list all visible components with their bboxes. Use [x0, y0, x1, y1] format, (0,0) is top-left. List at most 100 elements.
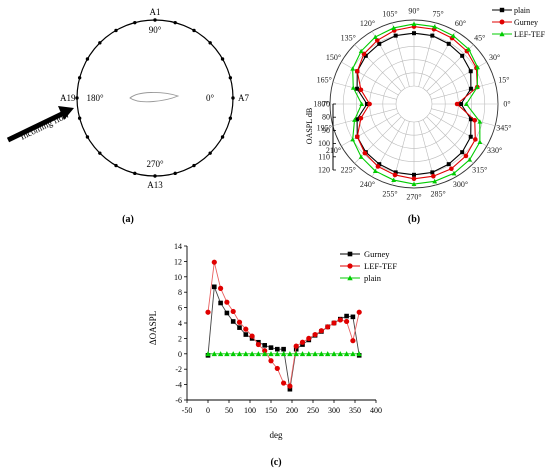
caption-b: (b): [408, 214, 420, 225]
data-point: [287, 383, 293, 389]
polar-data-point: [468, 134, 473, 139]
data-point: [293, 346, 299, 352]
polar-data-point: [355, 86, 360, 91]
angle-tick-label: 315°: [472, 165, 487, 174]
measurement-point: [228, 76, 233, 80]
polar-data-point: [466, 46, 472, 52]
angle-tick-label: 45°: [474, 34, 485, 43]
radial-tick-label: 100: [318, 139, 330, 148]
legend-marker-icon: [347, 251, 353, 257]
panel-a-diagram: Incoming flow A1 90° A7 0° 270° A13 A19 …: [6, 7, 249, 225]
data-point: [224, 351, 230, 357]
polar-data-point: [411, 176, 417, 182]
line-chart-series: [205, 259, 362, 392]
data-point: [318, 351, 325, 357]
measurement-point: [114, 163, 118, 168]
data-point: [262, 348, 268, 354]
measurement-point: [77, 76, 82, 80]
measurement-point: [133, 20, 137, 25]
angle-tick-label: 135°: [341, 34, 356, 43]
polar-data-point: [350, 137, 356, 142]
x-tick-label: 0: [206, 406, 210, 415]
data-point: [331, 351, 337, 357]
legend-marker-icon: [347, 275, 353, 281]
data-point: [331, 320, 337, 326]
data-point: [293, 343, 299, 349]
measurement-point: [153, 174, 157, 178]
angle-tick-label: 60°: [455, 19, 466, 28]
polar-spoke: [354, 116, 402, 164]
legend-label: Gurney: [364, 249, 390, 259]
polar-data-point: [372, 168, 378, 174]
data-point: [249, 333, 255, 339]
data-point: [274, 351, 280, 357]
radial-axis: 70 80 90 100 110 120: [318, 100, 336, 175]
polar-data-point: [358, 48, 364, 54]
angle-tick-label: 270°: [406, 193, 421, 202]
data-point: [325, 324, 331, 330]
legend-label: plain: [514, 6, 530, 15]
flow-arrow-head-icon: [58, 106, 74, 120]
polar-data-point: [450, 33, 456, 38]
data-point: [217, 351, 224, 357]
angle-tick-label: 165°: [317, 75, 332, 84]
radial-tick-label: 70: [322, 100, 330, 109]
polar-data-point: [468, 86, 473, 91]
polar-data-point: [459, 102, 464, 106]
data-point: [243, 351, 249, 357]
polar-data-point: [363, 53, 368, 58]
polar-data-point: [430, 33, 435, 38]
line-chart-axes: -50 0 50 100 150 200 250 300 350 400 -6 -4 -2 0 2 4 6 8 10…: [174, 242, 382, 415]
angle-tick-label: 225°: [341, 165, 356, 174]
polar-data-point: [393, 33, 398, 38]
label-a7: A7: [238, 93, 249, 103]
caption-c: (c): [270, 457, 281, 468]
data-point: [337, 317, 343, 323]
angle-tick-label: 330°: [487, 146, 502, 155]
measurement-point: [133, 171, 137, 176]
polar-data-point: [377, 41, 382, 46]
polar-data-point: [449, 166, 454, 172]
measurement-point: [114, 28, 118, 33]
measurement-point: [231, 96, 235, 100]
data-point: [218, 300, 223, 306]
series-line-lef-tef: [207, 262, 360, 387]
data-point: [281, 380, 287, 386]
data-point: [275, 346, 280, 352]
measurement-point: [208, 41, 212, 45]
y-tick-label: 2: [178, 334, 182, 343]
y-tick-label: 0: [178, 350, 182, 359]
measurement-point: [228, 116, 233, 120]
data-point: [211, 259, 217, 265]
radial-tick-label: 90: [322, 126, 330, 135]
radial-axis-title: OASPL dB: [305, 108, 314, 144]
polar-data-point: [446, 162, 451, 167]
data-point: [306, 351, 312, 357]
data-point: [356, 351, 362, 357]
legend-marker-icon: [499, 19, 505, 25]
series-line-gurney: [207, 286, 360, 390]
legend-label: LEF-TEF: [514, 30, 546, 39]
polar-data-point: [350, 66, 356, 71]
legend-marker-icon: [499, 31, 505, 37]
data-point: [230, 319, 236, 324]
data-point: [243, 332, 249, 337]
data-point: [230, 351, 236, 357]
polar-data-point: [463, 101, 469, 106]
polar-data-point: [354, 68, 360, 74]
x-tick-label: 300: [328, 406, 340, 415]
data-point: [281, 346, 286, 352]
data-point: [268, 358, 274, 364]
x-tick-label: 350: [349, 406, 361, 415]
angle-tick-label: 120°: [360, 19, 375, 28]
x-tick-label: 200: [286, 406, 298, 415]
legend-marker-icon: [499, 7, 505, 13]
polar-data-point: [474, 84, 480, 90]
measurement-point: [77, 116, 82, 120]
x-axis-title: deg: [270, 430, 283, 440]
measurement-point: [192, 163, 196, 168]
polar-legend: plain Gurney LEF-TEF: [492, 6, 546, 39]
data-point: [350, 351, 356, 357]
angle-tick-label: 150°: [326, 53, 341, 62]
y-tick-label: -4: [175, 381, 182, 390]
